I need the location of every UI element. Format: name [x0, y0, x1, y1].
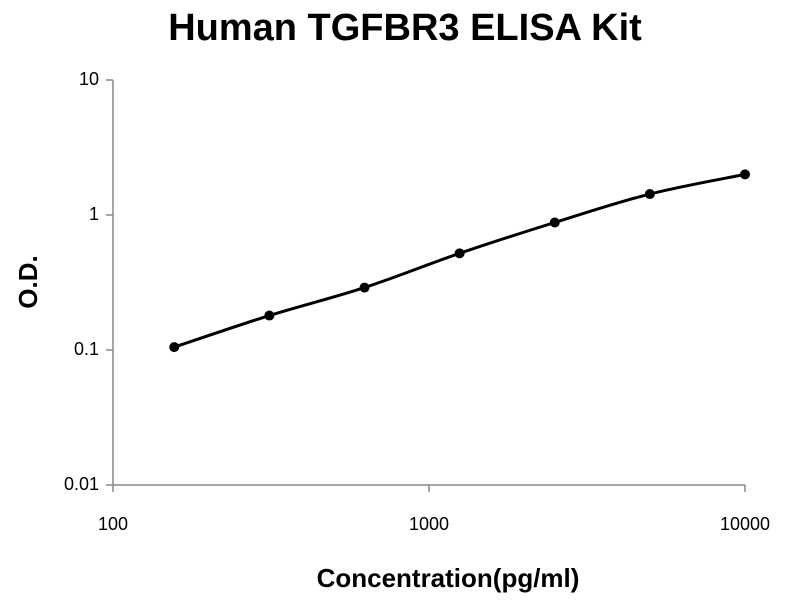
y-tick-label: 0.1: [74, 339, 99, 359]
x-tick-label: 10000: [720, 514, 770, 534]
data-point: [169, 342, 180, 353]
data-point: [644, 189, 655, 200]
data-point: [740, 169, 750, 180]
data-point: [359, 282, 370, 293]
x-tick-label: 100: [98, 514, 128, 534]
data-point: [549, 217, 560, 228]
x-tick-label: 1000: [409, 514, 449, 534]
y-axis-title: O.D.: [13, 255, 43, 308]
x-axis-title: Concentration(pg/ml): [317, 563, 580, 593]
data-point: [264, 310, 275, 321]
curve: [173, 172, 746, 349]
y-tick-label: 10: [79, 69, 99, 89]
chart-title: Human TGFBR3 ELISA Kit: [168, 7, 642, 49]
data-point: [454, 248, 465, 259]
y-tick-label: 0.01: [64, 474, 99, 494]
y-tick-label: 1: [89, 204, 99, 224]
